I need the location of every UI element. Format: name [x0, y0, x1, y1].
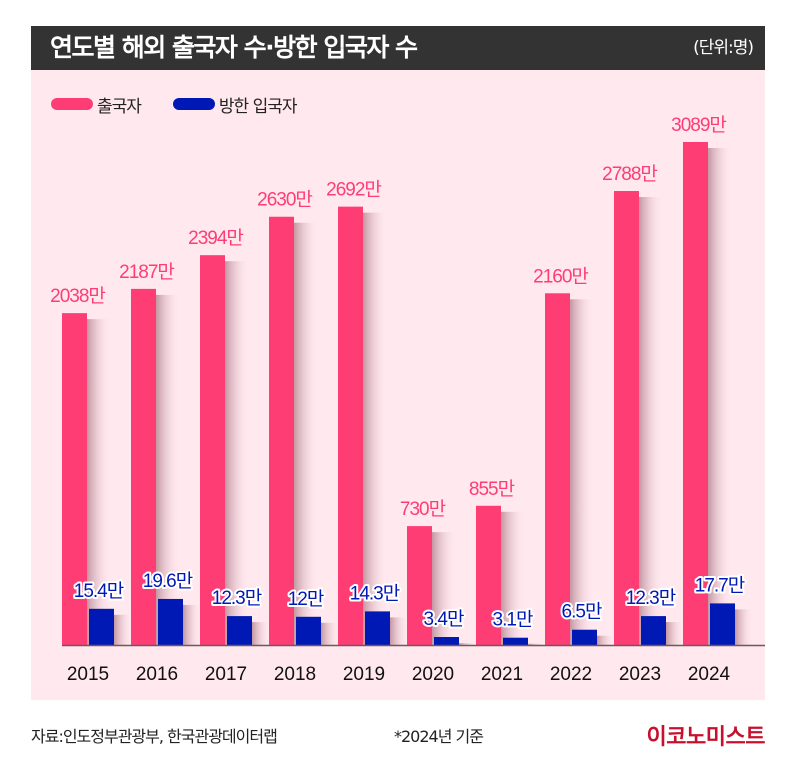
outbound-value-labels: 2038만 2187만 2394만 2630만 2692만 730만 855만 2160만 27… — [50, 114, 727, 520]
bar-shadows — [87, 148, 753, 645]
inbound-bars — [89, 598, 735, 645]
bar-inbound-2022 — [572, 629, 597, 645]
x-tick-2017: 2017 — [205, 664, 247, 685]
label-inbound-2016: 19.6만 — [143, 570, 193, 592]
label-inbound-2015: 15.4만 — [74, 580, 124, 602]
x-tick-2022: 2022 — [550, 664, 592, 685]
x-tick-2018: 2018 — [274, 664, 316, 685]
inbound-value-labels: 15.4만 19.6만 12.3만 12만 14.3만 3.4만 3.1만 6.5만 12.3만… — [72, 568, 748, 633]
label-inbound-2018: 12만 — [288, 588, 324, 610]
bar-shadow — [432, 532, 456, 645]
label-inbound-2017: 12.3만 — [212, 587, 262, 609]
bar-shadow — [156, 294, 180, 645]
bar-inbound-2020 — [434, 637, 459, 645]
label-outbound-2022: 2160만 — [533, 265, 588, 287]
bar-inbound-2024 — [710, 603, 735, 645]
legend-label-outbound: 출국자 — [97, 96, 142, 117]
bar-shadow — [459, 643, 477, 645]
chart-header: 연도별 해외 출국자 수·방한 입국자 수 (단위:명) — [31, 26, 765, 70]
outbound-bars — [62, 142, 708, 645]
source-note: 자료:인도정부관광부, 한국관광데이터랩 — [31, 727, 278, 746]
chart-title: 연도별 해외 출국자 수·방한 입국자 수 — [50, 33, 418, 62]
bar-shadow — [597, 635, 615, 645]
bar-shadow — [87, 319, 111, 645]
bar-outbound-2021 — [476, 505, 501, 645]
legend-item-inbound: 방한 입국자 — [172, 92, 298, 117]
label-outbound-2018: 2630만 — [257, 189, 312, 211]
bar-inbound-2015 — [89, 608, 114, 645]
label-outbound-2024: 3089만 — [671, 114, 726, 136]
label-outbound-2015: 2038만 — [50, 285, 105, 307]
x-tick-2019: 2019 — [343, 664, 385, 685]
label-outbound-2021: 855만 — [469, 478, 515, 500]
label-outbound-2017: 2394만 — [188, 227, 243, 249]
bar-inbound-2016 — [158, 598, 183, 645]
bar-inbound-2017 — [227, 616, 252, 645]
bar-outbound-2016 — [131, 288, 156, 645]
bar-shadow — [390, 617, 408, 645]
label-inbound-2019: 14.3만 — [350, 582, 400, 604]
label-outbound-2020: 730만 — [400, 498, 446, 520]
bar-outbound-2019 — [338, 206, 363, 645]
x-tick-2023: 2023 — [619, 664, 661, 685]
unit-label: (단위:명) — [693, 38, 754, 58]
bar-shadow — [570, 299, 594, 645]
x-tick-2020: 2020 — [412, 664, 454, 685]
bar-inbound-2018 — [296, 616, 321, 645]
bar-inbound-2021 — [503, 637, 528, 645]
x-axis-ticks: 2015 2016 2017 2018 2019 2020 2021 2022 2023 2024 — [67, 664, 731, 685]
bar-outbound-2018 — [269, 216, 294, 645]
bar-shadow — [294, 222, 318, 645]
legend: 출국자 방한 입국자 — [51, 92, 329, 117]
x-tick-2024: 2024 — [688, 664, 731, 685]
label-outbound-2016: 2187만 — [119, 261, 174, 283]
bar-shadow — [501, 511, 525, 645]
label-inbound-2021: 3.1만 — [493, 609, 533, 631]
publisher-logo: 이코노미스트 — [646, 725, 766, 750]
bar-shadow — [363, 212, 387, 645]
label-inbound-2024: 17.7만 — [695, 574, 745, 596]
basis-note: *2024년 기준 — [394, 727, 484, 746]
legend-item-outbound: 출국자 — [51, 92, 142, 117]
bar-shadow — [114, 614, 132, 645]
bar-outbound-2023 — [614, 191, 639, 645]
bar-inbound-2023 — [641, 616, 666, 645]
label-inbound-2022: 6.5만 — [562, 601, 602, 623]
bar-outbound-2024 — [683, 142, 708, 645]
bar-shadow — [183, 604, 201, 645]
x-tick-2015: 2015 — [67, 664, 109, 685]
x-tick-2021: 2021 — [481, 664, 523, 685]
bar-shadow — [225, 261, 249, 645]
legend-label-inbound: 방한 입국자 — [218, 96, 298, 117]
bar-shadow — [666, 622, 684, 645]
bar-outbound-2020 — [407, 526, 432, 645]
bar-shadow — [321, 622, 339, 645]
legend-swatch-outbound — [51, 98, 93, 110]
x-tick-2016: 2016 — [136, 664, 178, 685]
label-inbound-2020: 3.4만 — [424, 608, 464, 630]
label-inbound-2023: 12.3만 — [626, 587, 676, 609]
legend-swatch-inbound — [172, 98, 215, 110]
bar-shadow — [528, 643, 546, 645]
bar-inbound-2019 — [365, 611, 390, 645]
bar-shadow — [708, 148, 732, 645]
bar-shadow — [639, 197, 663, 645]
bar-outbound-2017 — [200, 255, 225, 645]
label-outbound-2019: 2692만 — [326, 179, 381, 201]
label-outbound-2023: 2788만 — [602, 163, 657, 185]
bar-outbound-2015 — [62, 313, 87, 645]
bar-outbound-2022 — [545, 293, 570, 645]
bar-shadow — [252, 622, 270, 645]
bar-shadow — [735, 609, 753, 645]
